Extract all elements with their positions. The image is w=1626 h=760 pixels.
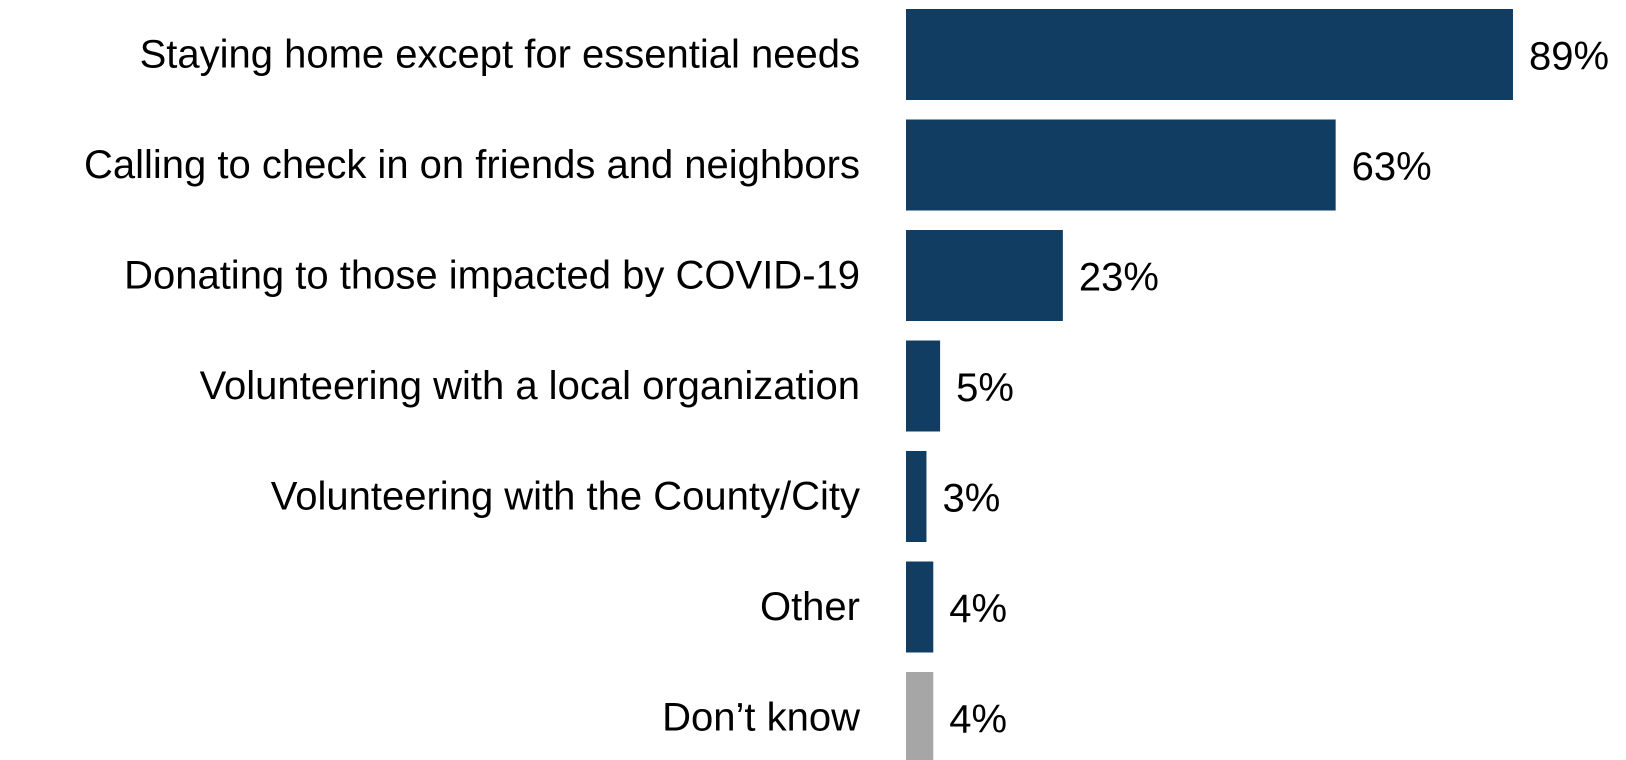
category-label-staying-home-except-for-essential-needs: Staying home except for essential needs	[140, 33, 860, 77]
value-label-volunteering-with-a-local-organization: 5%	[956, 366, 1014, 410]
category-label-volunteering-with-a-local-organization: Volunteering with a local organization	[200, 364, 860, 408]
bar-staying-home-except-for-essential-needs	[906, 9, 1513, 100]
value-label-donating-to-those-impacted-by-covid-19: 23%	[1079, 256, 1159, 300]
value-label-calling-to-check-in-on-friends-and-neighbors: 63%	[1352, 145, 1432, 189]
value-label-volunteering-with-the-county-city: 3%	[942, 477, 1000, 521]
value-labels-group: 89% 63% 23% 5% 3% 4% 4%	[942, 35, 1609, 742]
bar-calling-to-check-in-on-friends-and-neighbors	[906, 119, 1336, 211]
bar-volunteering-with-a-local-organization	[906, 340, 941, 432]
category-label-donating-to-those-impacted-by-covid-19: Donating to those impacted by COVID-19	[124, 254, 860, 298]
category-label-volunteering-with-the-county-city: Volunteering with the County/City	[271, 475, 860, 519]
bar-don-t-know	[906, 672, 934, 760]
value-label-don-t-know: 4%	[949, 698, 1007, 742]
bar-volunteering-with-the-county-city	[906, 451, 927, 542]
category-label-calling-to-check-in-on-friends-and-neighbors: Calling to check in on friends and neigh…	[84, 143, 860, 187]
bars-group	[906, 9, 1513, 760]
bar-other	[906, 561, 934, 653]
value-label-other: 4%	[949, 587, 1007, 631]
bar-donating-to-those-impacted-by-covid-19	[906, 230, 1063, 321]
category-labels-group: Staying home except for essential needs C…	[84, 33, 860, 740]
category-label-don-t-know: Don’t know	[662, 696, 860, 740]
category-label-other: Other	[760, 585, 860, 629]
value-label-staying-home-except-for-essential-needs: 89%	[1529, 35, 1609, 79]
